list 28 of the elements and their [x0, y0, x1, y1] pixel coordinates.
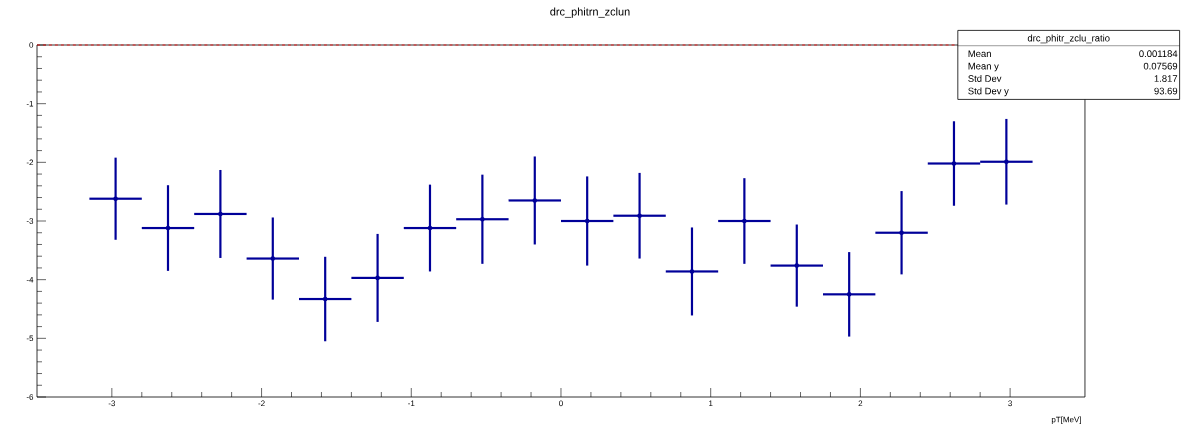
text: 93.69	[1154, 87, 1178, 95]
point	[1004, 159, 1009, 165]
point	[689, 269, 695, 274]
point	[270, 256, 276, 261]
point	[480, 216, 485, 222]
annotation: Mean y	[968, 62, 999, 72]
chart-title: drc_phitrn_zclun	[550, 7, 630, 18]
text: 0.07569	[1143, 62, 1178, 70]
point	[584, 218, 590, 224]
point	[951, 161, 957, 166]
point	[113, 196, 118, 202]
point	[375, 275, 380, 281]
text: 1.817	[1154, 75, 1178, 82]
point	[899, 230, 904, 236]
point	[532, 198, 538, 203]
annotation: Std Dev	[968, 74, 1002, 82]
point	[165, 225, 171, 231]
point	[742, 218, 747, 224]
text: drc_phitr_zclu_ratio	[1027, 34, 1110, 44]
annotation: Std Dev y	[968, 87, 1009, 97]
point	[846, 292, 852, 297]
point	[322, 296, 328, 302]
annotation: Mean	[968, 50, 991, 58]
text: 0.001184	[1139, 50, 1178, 58]
point	[794, 263, 800, 268]
point	[427, 225, 433, 231]
point	[637, 213, 642, 219]
point	[218, 211, 223, 217]
